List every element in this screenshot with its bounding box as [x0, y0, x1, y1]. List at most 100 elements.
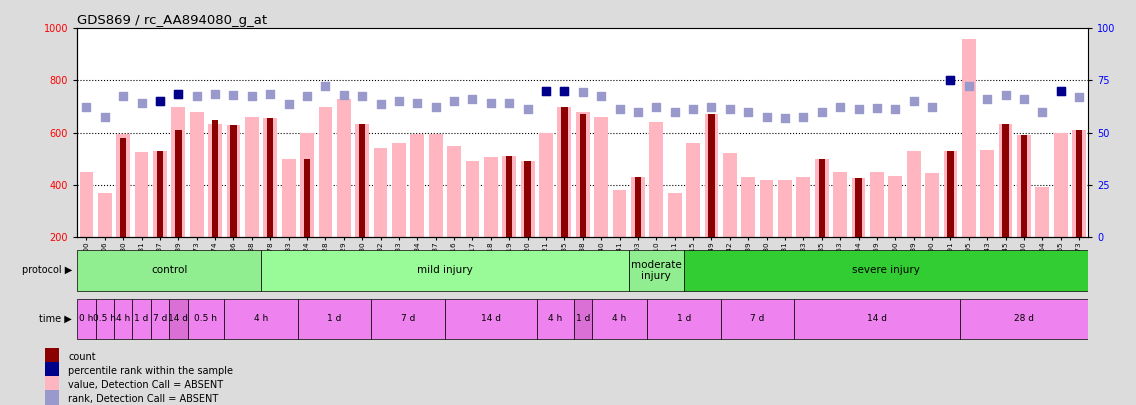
Text: mild injury: mild injury: [417, 265, 473, 275]
Bar: [261, 250, 628, 291]
Bar: [628, 250, 684, 291]
Bar: [612, 190, 626, 237]
Text: percentile rank within the sample: percentile rank within the sample: [68, 366, 233, 376]
Bar: [120, 138, 126, 237]
Point: [371, 101, 390, 107]
Bar: [650, 122, 663, 237]
Point: [702, 103, 720, 110]
Point: [169, 90, 187, 97]
Text: 14 d: 14 d: [867, 314, 887, 324]
Bar: [520, 161, 535, 237]
Bar: [116, 134, 131, 237]
Point: [482, 99, 500, 106]
Point: [574, 89, 592, 96]
Bar: [502, 156, 516, 237]
Bar: [484, 158, 498, 237]
Bar: [318, 107, 333, 237]
Bar: [45, 376, 59, 394]
Bar: [870, 172, 884, 237]
Bar: [226, 125, 241, 237]
Point: [500, 99, 518, 106]
Bar: [224, 298, 298, 339]
Bar: [1017, 135, 1030, 237]
Text: 7 d: 7 d: [152, 314, 167, 324]
Point: [298, 93, 316, 99]
Point: [960, 83, 978, 89]
Bar: [77, 250, 261, 291]
Bar: [1072, 130, 1086, 237]
Bar: [592, 298, 648, 339]
Point: [445, 98, 463, 104]
Text: rank, Detection Call = ABSENT: rank, Detection Call = ABSENT: [68, 394, 218, 404]
Point: [151, 98, 169, 104]
Bar: [947, 151, 953, 237]
Text: 4 h: 4 h: [116, 314, 131, 324]
Text: protocol ▶: protocol ▶: [22, 265, 73, 275]
Bar: [778, 179, 792, 237]
Point: [206, 90, 224, 97]
Bar: [448, 146, 461, 237]
Bar: [980, 149, 994, 237]
Bar: [635, 177, 641, 237]
Bar: [337, 99, 351, 237]
Bar: [668, 193, 682, 237]
Bar: [245, 117, 259, 237]
Text: 1 d: 1 d: [677, 314, 691, 324]
Point: [463, 96, 482, 102]
Text: time ▶: time ▶: [40, 314, 73, 324]
Point: [114, 93, 132, 99]
Bar: [720, 298, 794, 339]
Bar: [794, 298, 960, 339]
Bar: [852, 178, 866, 237]
Bar: [960, 298, 1088, 339]
Text: 0.5 h: 0.5 h: [194, 314, 217, 324]
Bar: [574, 298, 592, 339]
Bar: [525, 161, 531, 237]
Bar: [704, 114, 718, 237]
Point: [868, 104, 886, 111]
Point: [592, 93, 610, 99]
Point: [243, 93, 261, 99]
Bar: [95, 298, 114, 339]
Point: [95, 114, 114, 120]
Bar: [999, 124, 1012, 237]
Bar: [506, 156, 512, 237]
Text: GDS869 / rc_AA894080_g_at: GDS869 / rc_AA894080_g_at: [77, 14, 267, 27]
Text: 14 d: 14 d: [168, 314, 189, 324]
Bar: [298, 298, 371, 339]
Bar: [1021, 135, 1027, 237]
Point: [922, 103, 941, 110]
Point: [427, 103, 445, 110]
Bar: [190, 112, 203, 237]
Text: 4 h: 4 h: [254, 314, 268, 324]
Bar: [925, 173, 939, 237]
Bar: [579, 114, 586, 237]
Point: [187, 93, 206, 99]
Point: [1052, 87, 1070, 94]
Text: 0 h: 0 h: [80, 314, 93, 324]
Point: [261, 90, 279, 97]
Bar: [537, 298, 574, 339]
Point: [279, 101, 298, 107]
Bar: [445, 298, 537, 339]
Bar: [175, 130, 182, 237]
Bar: [561, 107, 568, 237]
Text: 4 h: 4 h: [548, 314, 562, 324]
Point: [794, 114, 812, 120]
Bar: [392, 143, 406, 237]
Bar: [282, 159, 295, 237]
Bar: [264, 118, 277, 237]
Bar: [153, 151, 167, 237]
Point: [720, 106, 738, 113]
Bar: [1054, 132, 1068, 237]
Bar: [371, 298, 445, 339]
Bar: [558, 107, 571, 237]
Point: [850, 106, 868, 113]
Point: [886, 106, 904, 113]
Point: [169, 90, 187, 97]
Bar: [300, 132, 314, 237]
Text: 1 d: 1 d: [327, 314, 342, 324]
Point: [77, 103, 95, 110]
Bar: [172, 107, 185, 237]
Bar: [944, 151, 958, 237]
